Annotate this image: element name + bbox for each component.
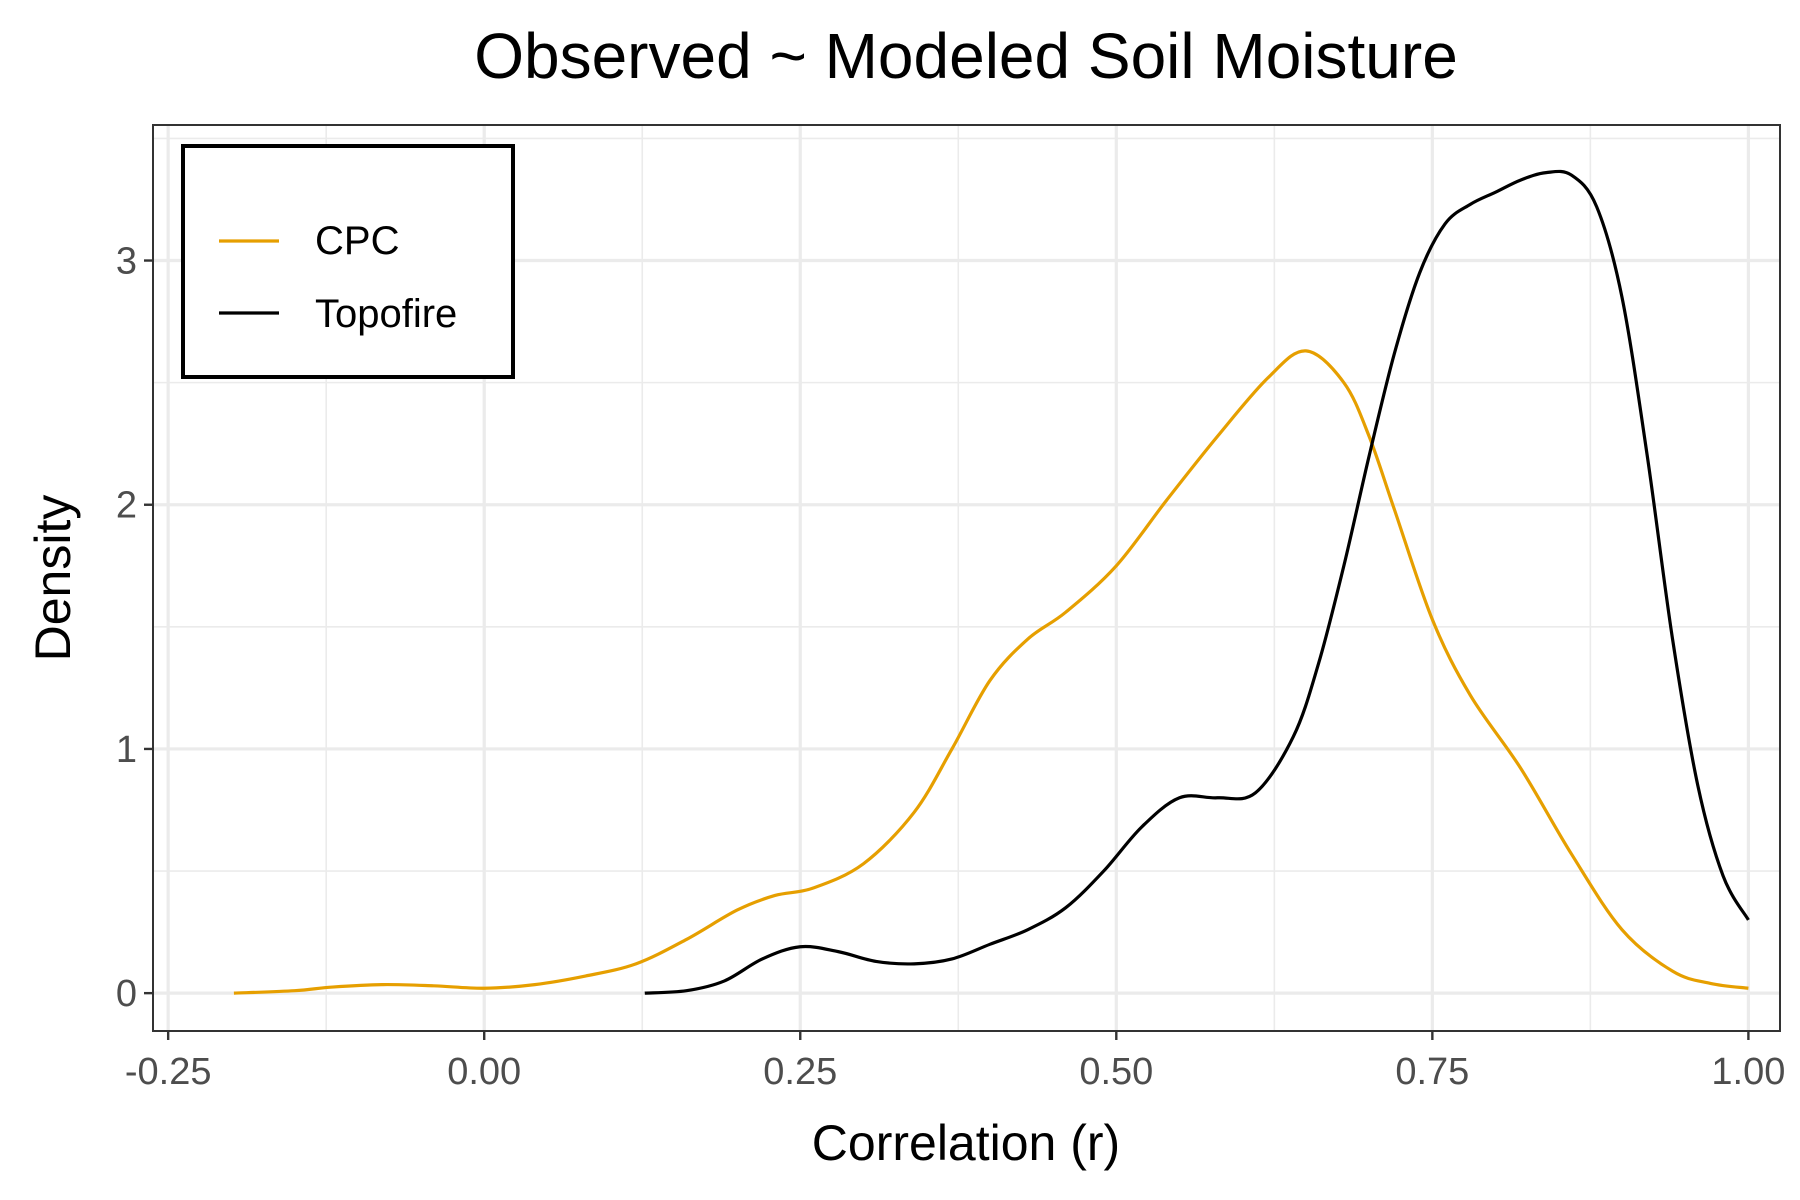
x-tick-label: -0.25 (125, 1051, 212, 1093)
x-tick-label: 0.00 (447, 1051, 521, 1093)
y-tick-label: 2 (116, 485, 137, 527)
y-tick-label: 3 (116, 241, 137, 283)
x-axis-title: Correlation (r) (812, 1115, 1120, 1171)
legend-label-topofire: Topofire (315, 292, 457, 336)
legend-box (181, 144, 515, 379)
x-axis: -0.25 0.00 0.25 0.50 0.75 1.00 (125, 1031, 1785, 1093)
x-tick-label: 0.75 (1395, 1051, 1469, 1093)
x-tick-label: 0.50 (1079, 1051, 1153, 1093)
legend-label-cpc: CPC (315, 219, 399, 263)
series-line-cpc (233, 349, 1749, 995)
series-layer (233, 169, 1750, 995)
y-axis-title: Density (25, 495, 81, 662)
legend: CPC Topofire (181, 144, 515, 379)
panel-border (152, 124, 1781, 1032)
y-tick-label: 0 (116, 973, 137, 1015)
chart-title: Observed ~ Modeled Soil Moisture (474, 20, 1458, 92)
y-axis: 0 1 2 3 (116, 241, 153, 1015)
y-tick-label: 1 (116, 729, 137, 771)
x-tick-label: 0.25 (763, 1051, 837, 1093)
x-tick-label: 1.00 (1711, 1051, 1785, 1093)
series-line-topofire (644, 169, 1750, 995)
